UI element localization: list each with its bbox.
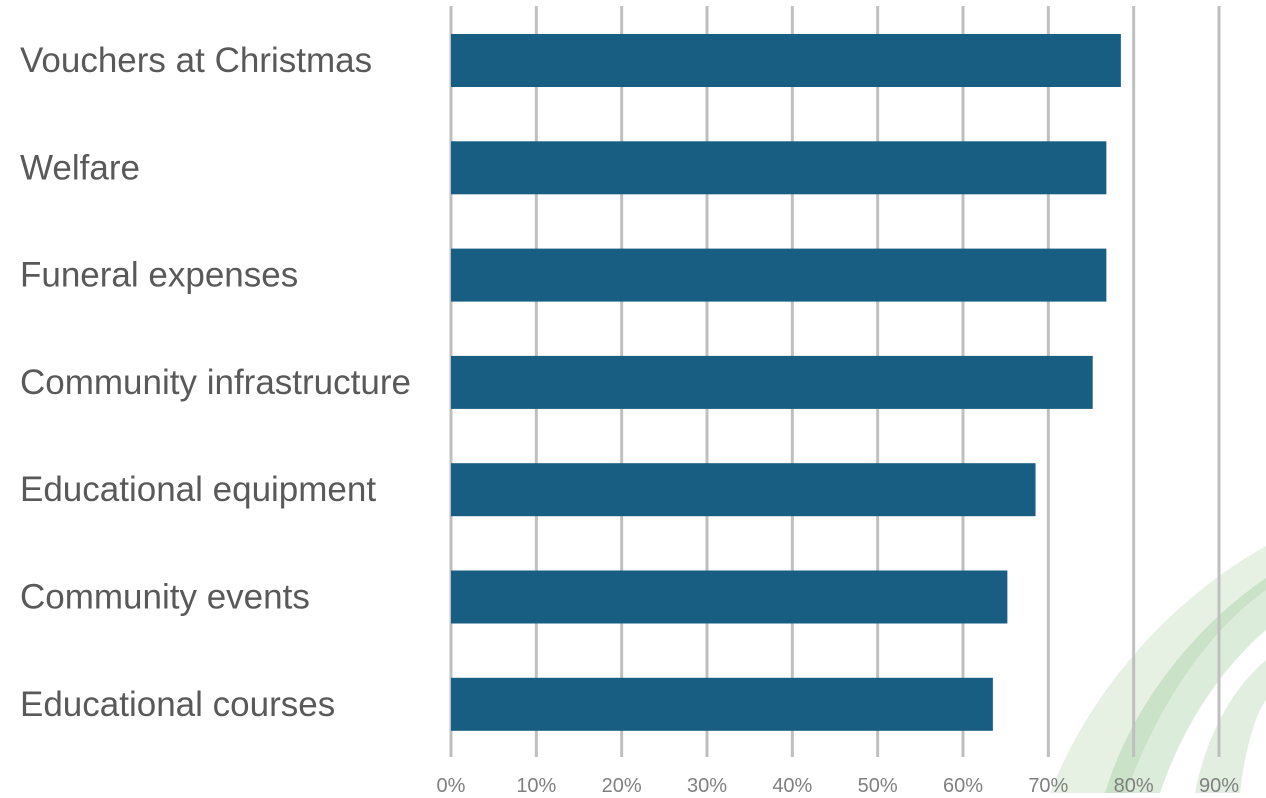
category-label-4: Educational equipment xyxy=(20,470,376,509)
swoosh-band-outer xyxy=(1050,546,1266,793)
bar-4 xyxy=(451,463,1036,517)
x-tick-label-80: 80% xyxy=(1114,775,1154,793)
bar-0 xyxy=(451,34,1121,87)
bar-1 xyxy=(451,141,1107,195)
x-tick-label-20: 20% xyxy=(602,775,642,793)
x-tick-label-30: 30% xyxy=(687,775,727,793)
x-axis-tick-labels: 0% 10% 20% 30% 40% 50% 60% 70% 80% 90% xyxy=(437,775,1240,797)
x-tick-label-50: 50% xyxy=(858,775,898,793)
bar-5 xyxy=(451,570,1008,624)
x-tick-label-90: 90% xyxy=(1199,775,1239,793)
x-tick-label-40: 40% xyxy=(772,775,812,793)
bar-2 xyxy=(451,248,1107,302)
decorative-green-swoosh xyxy=(1050,546,1266,793)
category-label-0: Vouchers at Christmas xyxy=(20,41,372,80)
x-tick-label-0: 0% xyxy=(437,775,466,793)
category-label-3: Community infrastructure xyxy=(20,363,411,402)
bars xyxy=(451,34,1121,731)
category-label-6: Educational courses xyxy=(20,685,335,724)
x-tick-label-60: 60% xyxy=(943,775,983,793)
bar-6 xyxy=(451,677,993,731)
category-labels: Vouchers at Christmas Welfare Funeral expe… xyxy=(20,41,411,724)
category-label-1: Welfare xyxy=(20,148,140,187)
swoosh-band-inner xyxy=(1195,660,1266,793)
x-tick-label-70: 70% xyxy=(1028,775,1068,793)
category-label-2: Funeral expenses xyxy=(20,256,298,295)
x-tick-label-10: 10% xyxy=(516,775,556,793)
swoosh-band-middle xyxy=(1105,578,1266,793)
category-label-5: Community events xyxy=(20,578,310,617)
bar-3 xyxy=(451,355,1093,409)
